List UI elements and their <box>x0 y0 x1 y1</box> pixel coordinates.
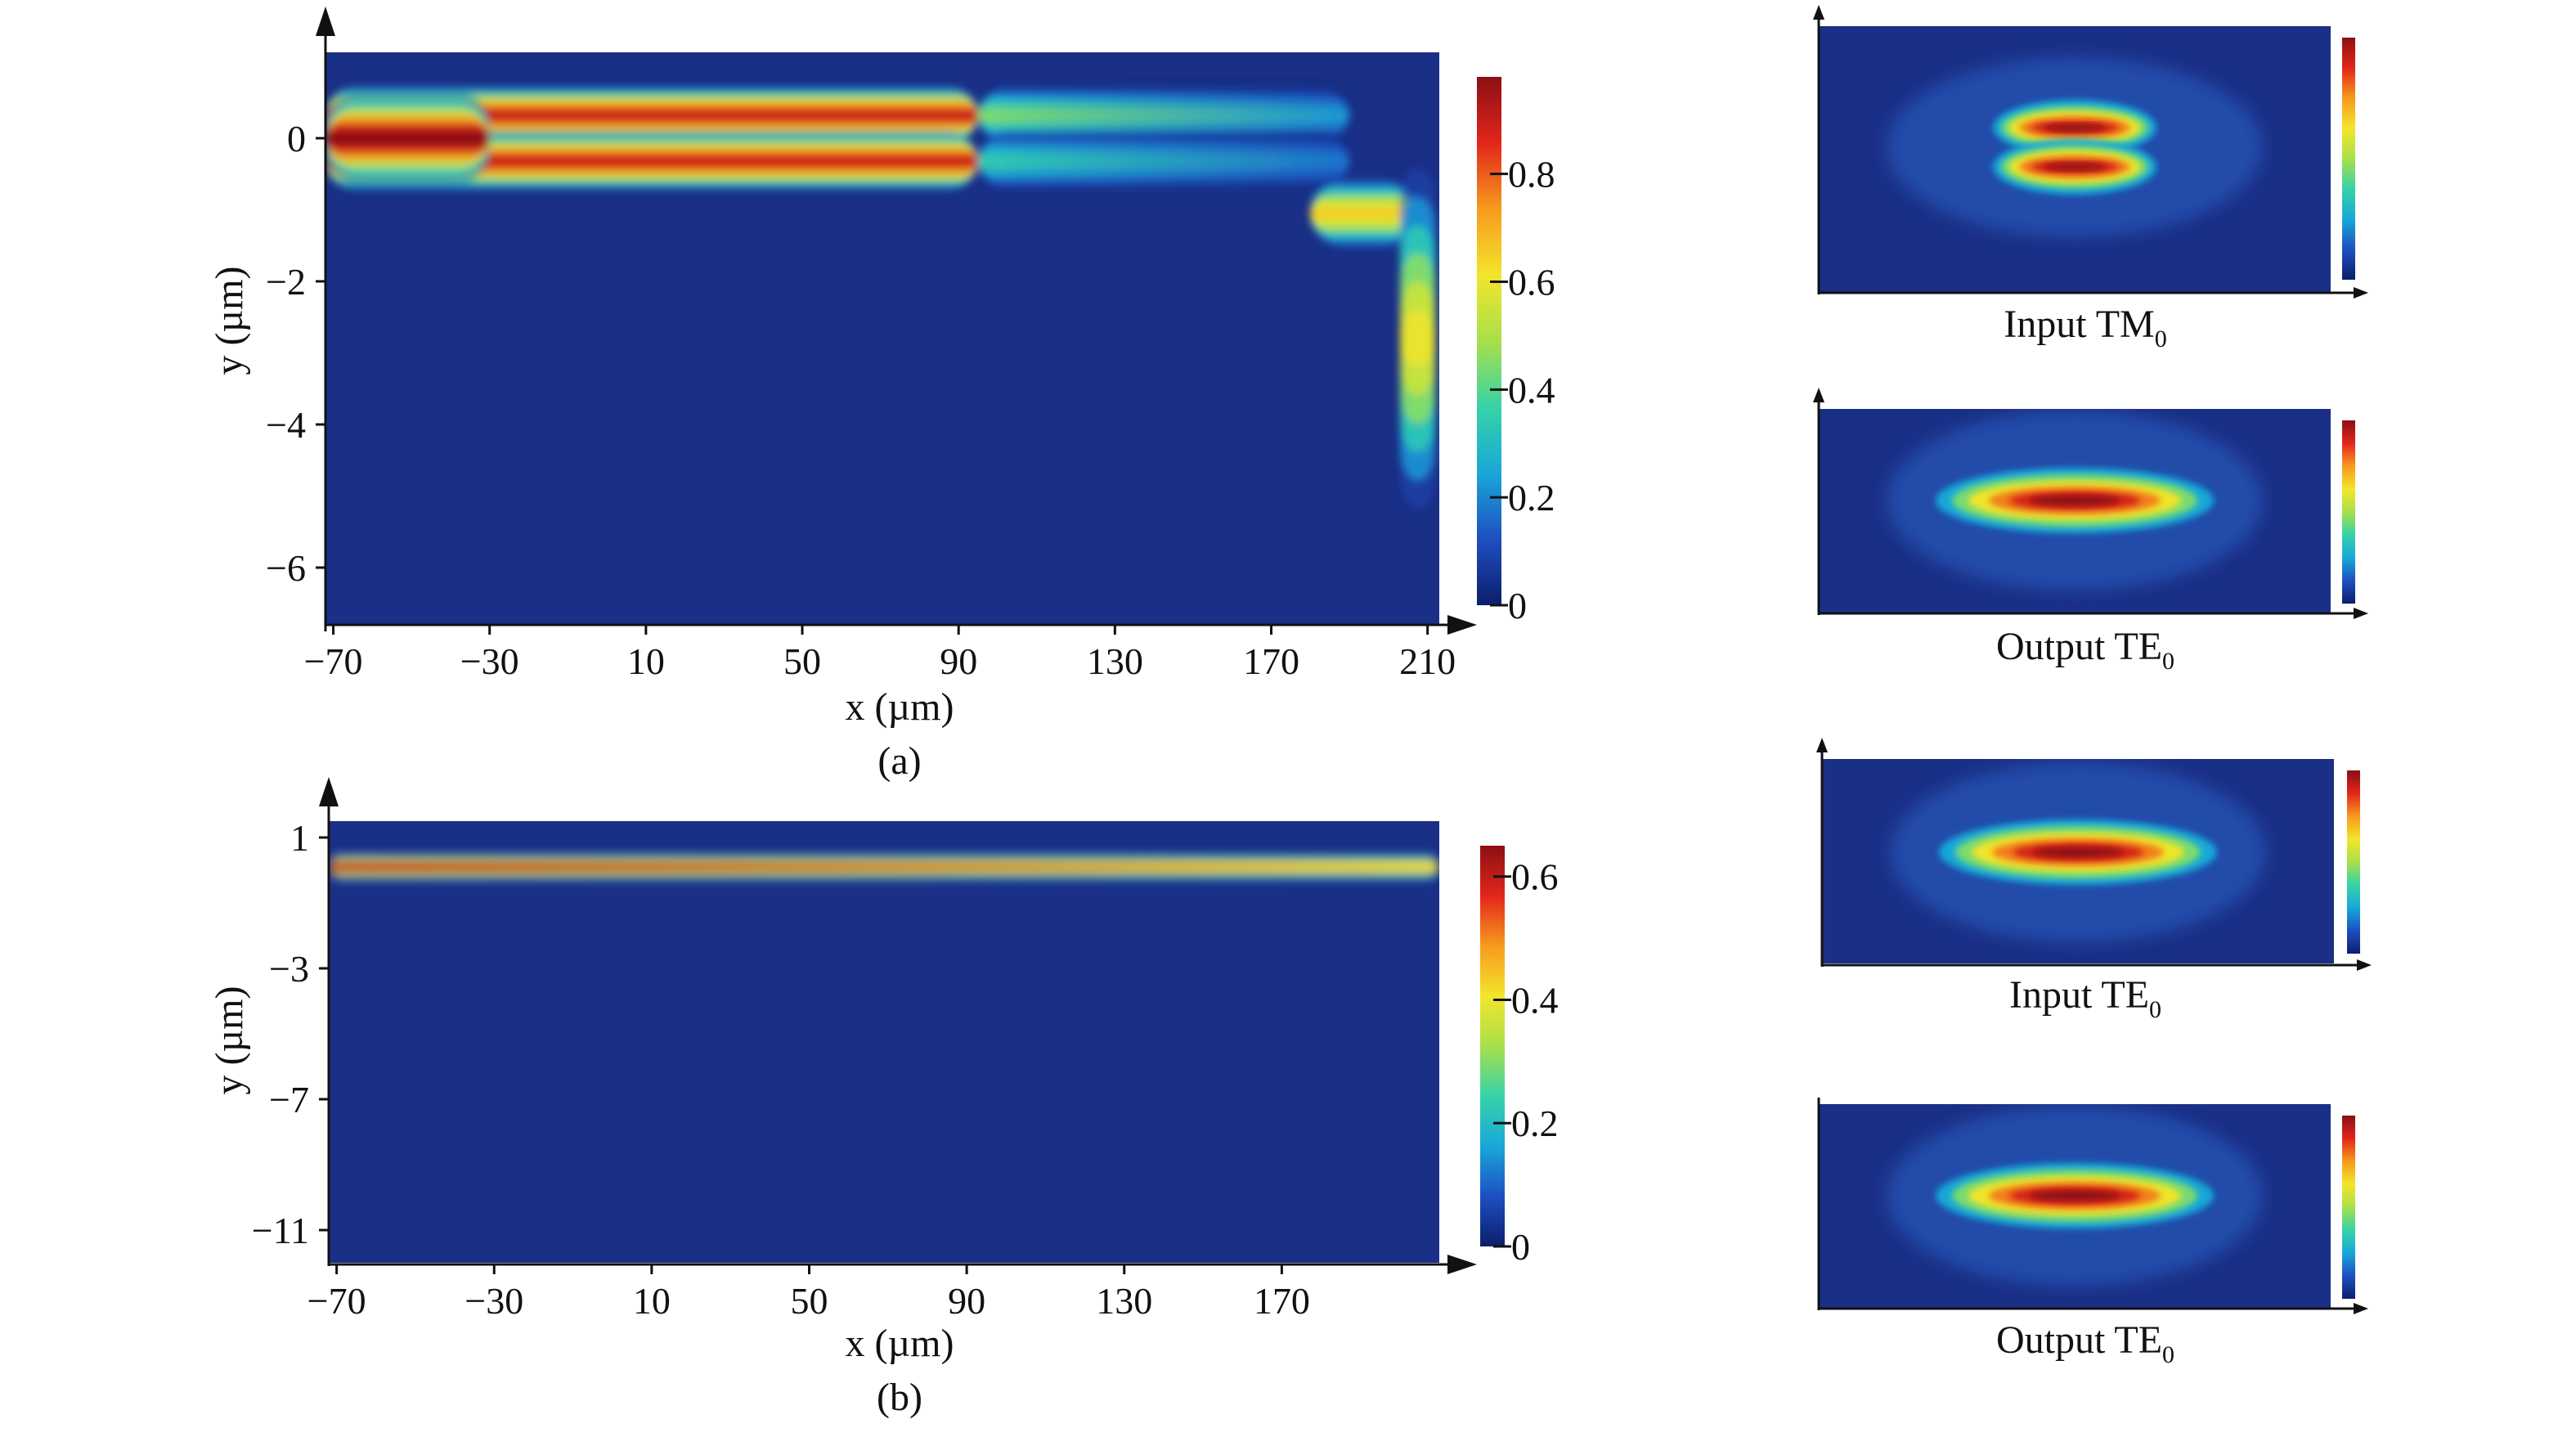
x-tick-label: −70 <box>307 1280 366 1322</box>
plot-b-y-arrow <box>319 777 339 806</box>
mode-lobe-ring <box>2044 164 2106 170</box>
x-tick-label: 90 <box>940 640 977 682</box>
field-band <box>325 155 979 167</box>
mode-1-colorbar <box>2342 420 2355 604</box>
mode-panel-input-tm0: Input TM0 <box>1813 5 2368 353</box>
x-tick-label: 50 <box>783 640 821 682</box>
panel-b: −70 −30 10 50 90 130 170 1 −3 −7 −11 x (µm) y (µm)… <box>208 777 1559 1419</box>
x-tick-label: 130 <box>1096 1280 1152 1322</box>
mode-panel-output-te0-b: Output TE0 <box>1817 1098 2368 1368</box>
plot-a-field <box>325 85 1436 510</box>
y-tick-label: 0 <box>287 118 306 159</box>
x-tick-label: 90 <box>948 1280 985 1322</box>
mode-lobe-ring <box>2030 1191 2120 1201</box>
x-tick-label: 170 <box>1254 1280 1310 1322</box>
x-tick-label: 210 <box>1399 640 1456 682</box>
mode-1-y-arrow <box>1813 388 1824 402</box>
mode-lobe-ring <box>2033 847 2123 857</box>
y-tick-label: −11 <box>252 1210 309 1251</box>
plot-b-ticks: −70 −30 10 50 90 130 170 1 −3 −7 −11 <box>252 817 1310 1322</box>
colorbar-tick-label: 0.2 <box>1511 1102 1559 1144</box>
plot-a-x-axis-title: x (µm) <box>846 685 954 729</box>
y-tick-label: −3 <box>269 948 309 990</box>
mode-2-colorbar <box>2347 770 2360 954</box>
x-tick-label: 170 <box>1243 640 1299 682</box>
mode-3-x-arrow <box>2354 1303 2368 1314</box>
field-band <box>325 110 979 121</box>
field-band <box>329 864 1439 869</box>
mode-lobe-ring <box>2030 496 2120 505</box>
plot-b-x-arrow <box>1447 1255 1477 1274</box>
plot-b-colorbar-ticks: 0 0.2 0.4 0.6 <box>1493 856 1559 1268</box>
colorbar-tick-label: 0.6 <box>1511 856 1559 898</box>
y-tick-label: −4 <box>266 404 306 446</box>
plot-a-y-arrow <box>316 7 335 36</box>
mode-1-field <box>1887 411 2263 591</box>
plot-a-ticks: −70 −30 10 50 90 130 170 210 0 −2 −4 −6 <box>266 118 1456 682</box>
x-tick-label: 10 <box>633 1280 671 1322</box>
mode-2-field <box>1890 762 2266 942</box>
colorbar-tick-label: 0 <box>1511 1226 1530 1268</box>
field-band <box>978 110 1350 121</box>
plot-b-caption: (b) <box>877 1376 922 1419</box>
mode-panel-output-te0-a: Output TE0 <box>1813 388 2368 675</box>
plot-b-y-axis-title: y (µm) <box>208 986 251 1095</box>
mode-2-y-arrow <box>1816 738 1828 752</box>
mode-3-caption: Output TE0 <box>1996 1318 2174 1368</box>
mode-0-colorbar <box>2342 38 2355 280</box>
mode-lobe-ring <box>2044 124 2106 131</box>
plot-b-field <box>329 853 1439 881</box>
y-tick-label: −7 <box>269 1079 309 1120</box>
plot-b-colorbar <box>1480 846 1505 1246</box>
colorbar-tick-label: 0 <box>1508 585 1527 626</box>
x-tick-label: 130 <box>1087 640 1143 682</box>
field-band <box>1310 207 1416 220</box>
field-band <box>1400 310 1436 367</box>
mode-3-colorbar <box>2342 1116 2355 1299</box>
mode-0-x-arrow <box>2354 287 2368 299</box>
colorbar-tick-label: 0.2 <box>1508 477 1555 519</box>
x-tick-label: 10 <box>627 640 665 682</box>
mode-3-field <box>1887 1106 2263 1286</box>
mode-panel-input-te0: Input TE0 <box>1816 738 2372 1023</box>
mode-1-x-arrow <box>2354 608 2368 619</box>
field-band <box>978 155 1350 167</box>
y-tick-label: 1 <box>290 817 309 859</box>
colorbar-tick-label: 0.6 <box>1508 261 1555 303</box>
x-tick-label: −70 <box>304 640 363 682</box>
mode-2-caption: Input TE0 <box>2009 973 2161 1023</box>
x-tick-label: −30 <box>464 1280 523 1322</box>
colorbar-tick-label: 0.8 <box>1508 154 1555 195</box>
mode-0-caption: Input TM0 <box>2004 303 2166 353</box>
mode-0-field <box>1887 57 2263 237</box>
x-tick-label: 50 <box>791 1280 828 1322</box>
mode-0-y-arrow <box>1813 5 1824 20</box>
plot-a-colorbar <box>1477 77 1501 605</box>
plot-a-colorbar-ticks: 0 0.2 0.4 0.6 0.8 <box>1490 154 1555 626</box>
plot-a-x-arrow <box>1447 615 1477 635</box>
plot-b-background <box>329 821 1439 1263</box>
colorbar-tick-label: 0.4 <box>1508 369 1555 411</box>
y-tick-label: −2 <box>266 261 306 303</box>
mode-1-caption: Output TE0 <box>1996 625 2174 675</box>
plot-b-x-axis-title: x (µm) <box>846 1322 954 1365</box>
field-band <box>325 130 490 146</box>
mode-2-x-arrow <box>2357 959 2372 971</box>
plot-a-caption: (a) <box>877 739 921 783</box>
plot-a-y-axis-title: y (µm) <box>208 267 251 375</box>
x-tick-label: −30 <box>460 640 519 682</box>
panel-a: −70 −30 10 50 90 130 170 210 0 −2 −4 −6 x (µm) y (µ… <box>208 7 1555 783</box>
colorbar-tick-label: 0.4 <box>1511 979 1559 1021</box>
y-tick-label: −6 <box>266 547 306 589</box>
